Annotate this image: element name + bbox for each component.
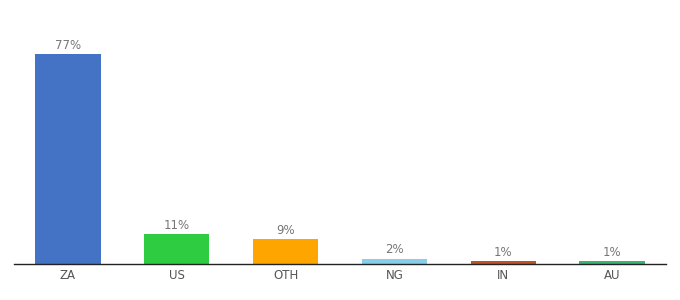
- Bar: [471, 261, 536, 264]
- Bar: [253, 239, 318, 264]
- Text: 77%: 77%: [55, 39, 81, 52]
- Bar: [35, 54, 101, 264]
- Text: 11%: 11%: [164, 219, 190, 232]
- Bar: [579, 261, 645, 264]
- Text: 1%: 1%: [494, 246, 513, 259]
- Text: 2%: 2%: [385, 243, 404, 256]
- Bar: [144, 234, 209, 264]
- Text: 1%: 1%: [602, 246, 622, 259]
- Bar: [362, 259, 427, 264]
- Text: 9%: 9%: [276, 224, 295, 237]
